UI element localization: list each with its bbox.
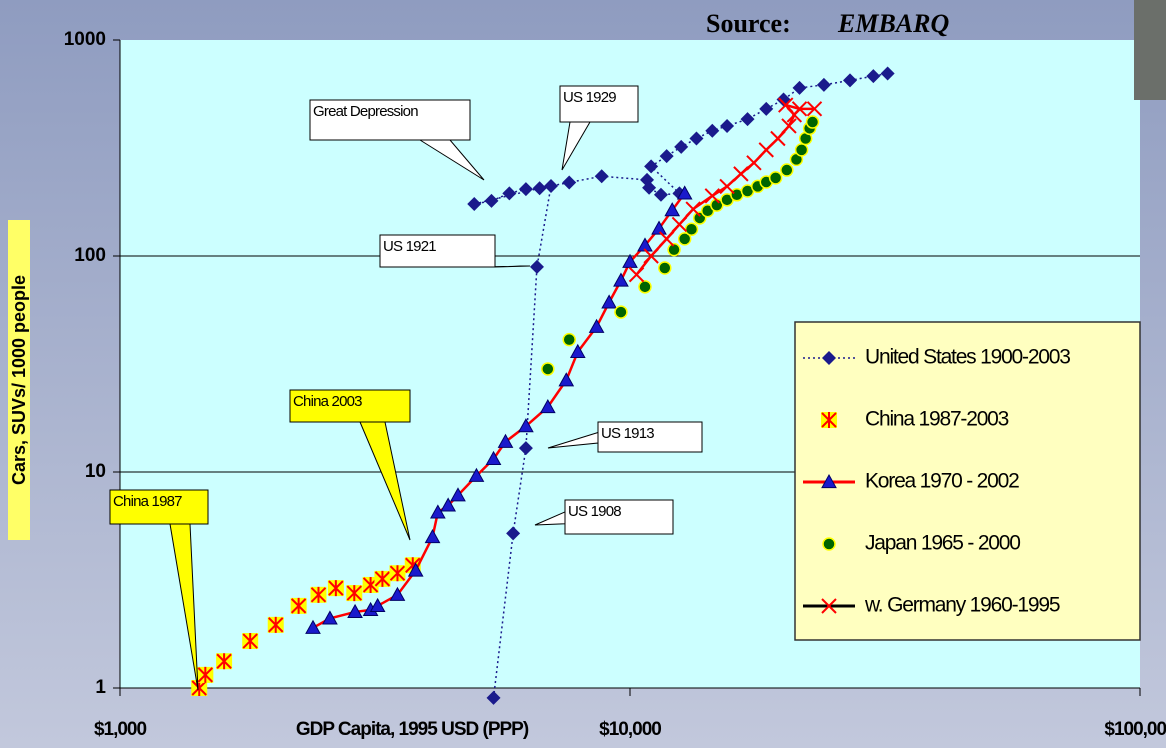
legend-label: w. Germany 1960-1995 [864, 594, 1060, 617]
y-axis-title: Cars, SUVs/ 1000 people [9, 275, 29, 485]
source-label: Source: [706, 9, 791, 38]
legend-marker [823, 538, 835, 550]
point [389, 565, 405, 581]
photo [1134, 0, 1166, 100]
source: EMBARQ [837, 9, 949, 38]
legend-marker [821, 412, 837, 428]
point [346, 585, 362, 601]
point [563, 334, 575, 346]
point [542, 363, 554, 375]
x-tick-label: $1,000 [94, 719, 147, 740]
x-tick-label: $100,000 [1104, 719, 1166, 740]
point [639, 281, 651, 293]
legend-label: China 1987-2003 [865, 408, 1009, 431]
point [807, 116, 819, 128]
point [328, 580, 344, 596]
annotation: US 1929 [563, 89, 616, 106]
y-tick-label: 1 [95, 677, 106, 698]
y-tick-label: 100 [74, 245, 106, 266]
point [374, 571, 390, 587]
annotation: US 1913 [601, 425, 654, 442]
point [216, 653, 232, 669]
point [242, 633, 258, 649]
point [685, 223, 697, 235]
x-tick-label: $10,000 [599, 719, 661, 740]
page: {"chart_data": { "type": "line", "source… [0, 0, 1166, 748]
annotation: Great Depression [313, 103, 418, 120]
point [796, 144, 808, 156]
point [615, 306, 627, 318]
legend-label: United States 1900-2003 [865, 346, 1070, 369]
point [197, 667, 213, 683]
legend-label: Japan 1965 - 2000 [865, 532, 1020, 555]
point [659, 262, 671, 274]
point [310, 587, 326, 603]
chart: Source: EMBARQ Cars, SUVs/ 1000 people G… [0, 0, 1166, 748]
point [770, 172, 782, 184]
point [781, 164, 793, 176]
y-tick-label: 10 [85, 461, 106, 482]
x-axis-title: GDP Capita, 1995 USD (PPP) [296, 719, 529, 740]
annotation: China 1987 [113, 493, 182, 510]
y-tick-label: 1000 [64, 29, 106, 50]
legend-label: Korea 1970 - 2002 [865, 470, 1019, 493]
annotation: China 2003 [293, 393, 362, 410]
annotation: US 1921 [383, 238, 436, 255]
annotation: US 1908 [568, 503, 621, 520]
point [268, 617, 284, 633]
point [291, 598, 307, 614]
